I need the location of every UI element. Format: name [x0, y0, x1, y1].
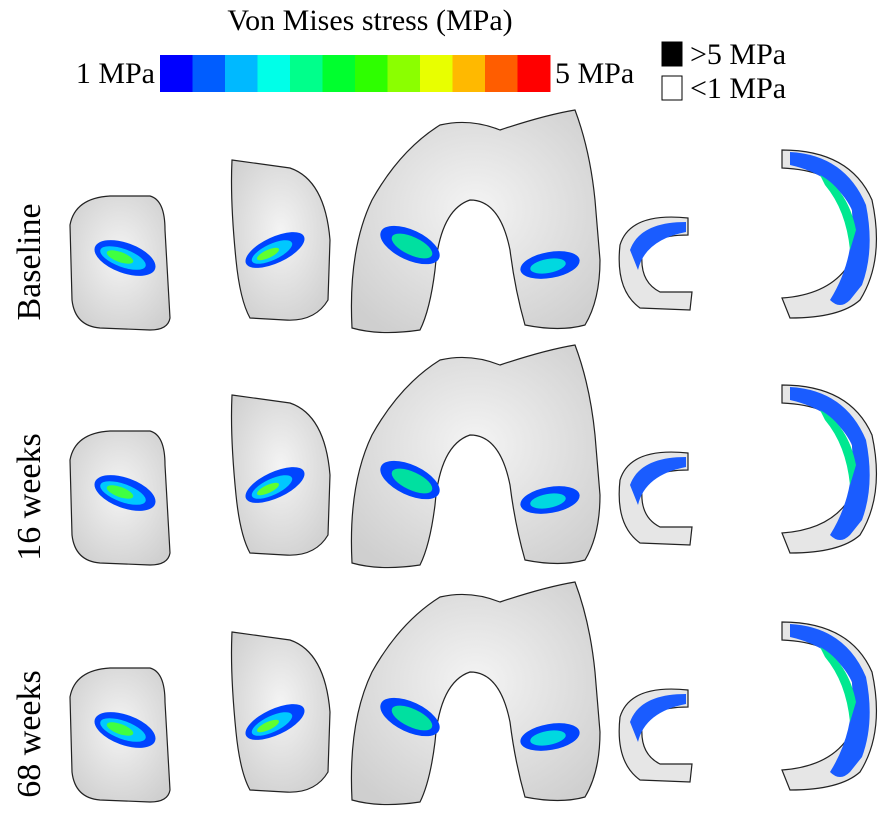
color-swatch: [388, 55, 421, 92]
legend-above: >5 MPa: [690, 38, 786, 71]
legend-swatch: [662, 42, 682, 66]
color-swatch: [453, 55, 486, 92]
legend-swatch: [662, 76, 682, 100]
color-swatch: [420, 55, 453, 92]
color-swatch: [355, 55, 388, 92]
row-label: 16 weeks: [11, 433, 48, 560]
color-swatch: [160, 55, 193, 92]
color-swatch: [485, 55, 518, 92]
legend-min: 1 MPa: [76, 57, 155, 90]
legend-below: <1 MPa: [690, 72, 786, 105]
tissue-row: [70, 110, 876, 333]
row-label: 68 weeks: [11, 670, 48, 797]
color-swatch: [225, 55, 258, 92]
color-swatch: [193, 55, 226, 92]
row-label: Baseline: [11, 203, 48, 320]
color-swatch: [323, 55, 356, 92]
color-swatch: [518, 55, 551, 92]
tissue-row: [70, 345, 876, 568]
colorbar: [160, 55, 551, 92]
tissue-row: [70, 582, 876, 805]
legend-max: 5 MPa: [555, 57, 634, 90]
figure: Von Mises stress (MPa) 1 MPa 5 MPa >5 MP…: [0, 0, 881, 835]
color-swatch: [290, 55, 323, 92]
rows: Baseline 16 weeks 68 weeks: [11, 110, 876, 805]
legend-title: Von Mises stress (MPa): [227, 4, 512, 37]
color-swatch: [258, 55, 291, 92]
